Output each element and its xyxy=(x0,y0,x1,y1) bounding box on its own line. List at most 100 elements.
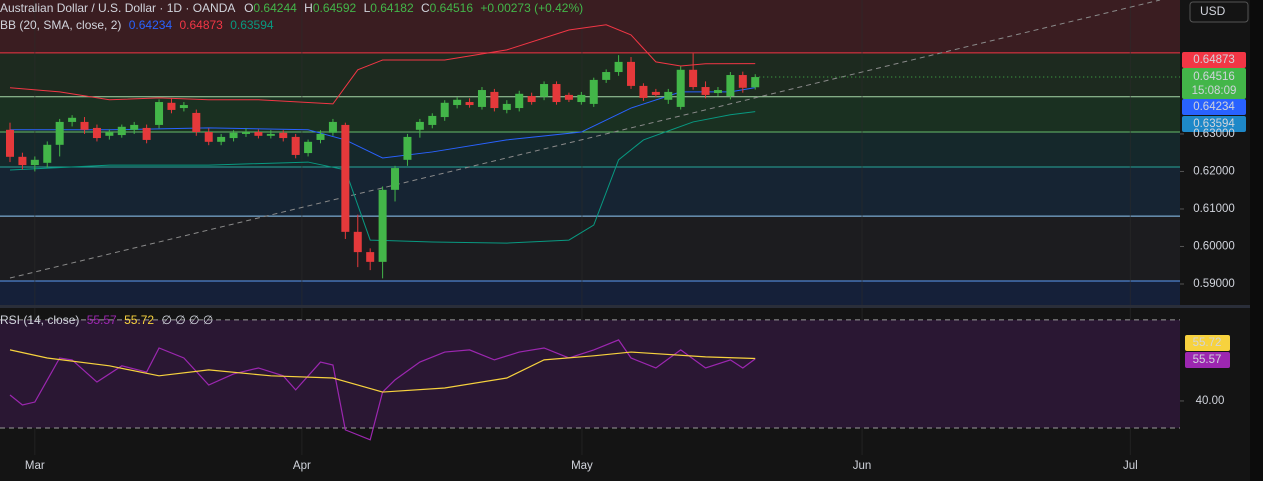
ohlc-prefix: H xyxy=(304,1,313,15)
rsi-ma-tag: 55.72 xyxy=(1193,337,1222,349)
tag-bg xyxy=(1182,116,1246,132)
candle-body xyxy=(552,84,561,103)
indicator-name: BB (20, SMA, close, 2) xyxy=(0,18,121,32)
trend-line xyxy=(9,0,1161,279)
rsi-title: RSI (14, close) xyxy=(0,313,79,327)
candle-body xyxy=(738,75,747,88)
candle-body xyxy=(602,72,611,80)
candle-body xyxy=(204,132,213,142)
tag-bg xyxy=(1185,335,1230,351)
candle-body xyxy=(304,141,313,154)
candle-body xyxy=(403,136,412,160)
candle-body xyxy=(614,61,623,73)
ohlc-prefix: O xyxy=(244,1,253,15)
change: +0.00273 (+0.42%) xyxy=(480,1,583,15)
candle-body xyxy=(291,136,300,155)
marks xyxy=(5,24,1180,441)
candle-body xyxy=(701,87,710,95)
candle-body xyxy=(18,156,27,166)
rsi-extra: ∅ ∅ ∅ ∅ xyxy=(161,313,213,327)
candle-body xyxy=(167,102,176,110)
candle-body xyxy=(540,84,549,97)
candle-body xyxy=(55,121,64,145)
candle-body xyxy=(316,133,325,140)
candle-body xyxy=(453,99,462,106)
countdown: 15:08:09 xyxy=(1192,85,1237,97)
zone xyxy=(0,216,1180,281)
rsi-header: RSI (14, close) 55.57 55.72 ∅ ∅ ∅ ∅ xyxy=(0,313,213,327)
bb-upper-tag: 0.64873 xyxy=(1193,54,1235,66)
candle-body xyxy=(117,126,126,136)
ohlc-prefix: C xyxy=(421,1,430,15)
candle-body xyxy=(43,144,52,163)
low-value: 0.64182 xyxy=(370,1,414,15)
zone xyxy=(0,0,1180,53)
ohlc-prefix: L xyxy=(364,1,371,15)
open-value: 0.64244 xyxy=(253,1,297,15)
bb-upper-value: 0.64873 xyxy=(179,18,223,32)
candle-body xyxy=(676,69,685,107)
candle-body xyxy=(130,124,139,130)
last-price-tag: 0.64516 xyxy=(1193,71,1235,83)
rsi-line xyxy=(9,339,756,441)
candle-body xyxy=(726,75,735,97)
candle-body xyxy=(651,91,660,95)
candle-body xyxy=(80,121,89,130)
candle-body xyxy=(353,231,362,253)
x-tick-label: Jun xyxy=(853,460,872,472)
candle-body xyxy=(440,102,449,118)
candle-body xyxy=(241,132,250,134)
candle-body xyxy=(378,189,387,262)
y-tick-label: 0.59000 xyxy=(1193,278,1235,290)
candle-body xyxy=(30,159,39,166)
y-tick-label: 0.63000 xyxy=(1193,128,1235,140)
x-tick-label: Mar xyxy=(25,460,45,472)
candle-body xyxy=(515,93,524,109)
bollinger-line xyxy=(9,24,756,105)
candle-body xyxy=(577,94,586,103)
candle-body xyxy=(68,117,77,122)
candle-body xyxy=(713,90,722,94)
candle-body xyxy=(391,168,400,190)
symbol-title: Australian Dollar / U.S. Dollar · 1D · O… xyxy=(0,1,235,15)
candle-body xyxy=(477,90,486,107)
candle-body xyxy=(527,96,536,103)
zone xyxy=(0,166,1180,217)
candle-body xyxy=(751,77,760,88)
candle-body xyxy=(192,112,201,133)
currency-button[interactable] xyxy=(1189,1,1249,23)
y-tick-label: 0.62000 xyxy=(1193,165,1235,177)
price-pane xyxy=(0,0,1184,455)
y-tick-label: 0.60000 xyxy=(1193,241,1235,253)
x-tick-label: May xyxy=(571,460,593,472)
candle-body xyxy=(266,133,275,136)
candle-body xyxy=(502,103,511,110)
right-strip xyxy=(1250,0,1263,481)
bb-header: BB (20, SMA, close, 2) 0.64234 0.64873 0… xyxy=(0,18,274,32)
rsi-band xyxy=(0,319,1180,428)
bollinger-line xyxy=(9,87,756,159)
candle-body xyxy=(664,91,673,100)
candle-body xyxy=(5,129,14,157)
candle-body xyxy=(415,121,424,130)
bb-basis-value: 0.64234 xyxy=(129,18,173,32)
candle-body xyxy=(689,69,698,88)
zone xyxy=(0,280,1180,305)
tag-bg xyxy=(1182,99,1246,115)
candle-body xyxy=(627,61,636,86)
candle-body xyxy=(490,91,499,109)
candle-body xyxy=(217,136,226,142)
candle-body xyxy=(229,132,238,139)
candle-body xyxy=(341,124,350,232)
candle-body xyxy=(179,105,188,109)
high-value: 0.64592 xyxy=(313,1,357,15)
bollinger-line xyxy=(9,111,756,244)
close-value: 0.64516 xyxy=(430,1,474,15)
header: Australian Dollar / U.S. Dollar · 1D · O… xyxy=(0,1,583,15)
rsi-ma-value: 55.72 xyxy=(124,313,154,327)
rsi-tag: 55.57 xyxy=(1193,354,1222,366)
candle-body xyxy=(564,94,573,100)
bb-basis-tag: 0.64234 xyxy=(1193,101,1235,113)
currency: USD xyxy=(1200,4,1226,18)
